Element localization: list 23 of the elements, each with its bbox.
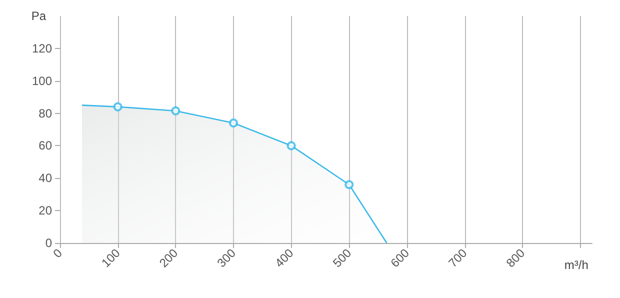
point [171,106,180,116]
x-tick-label: 800 [504,246,528,270]
y-axis-title: Pa [31,9,46,23]
y-tick-label: 120 [32,41,52,56]
x-tick-label: 300 [214,246,239,270]
x-tick-label: 700 [446,246,470,270]
y-tick-label: 100 [32,74,52,88]
point [286,141,296,150]
point [344,180,354,190]
y-tick-label: 40 [38,171,52,186]
x-tick-label: 200 [156,246,181,270]
point [228,118,238,128]
x-tick-label: 500 [330,246,354,270]
y-tick-label: 0 [45,236,52,250]
y-tick-label: 80 [38,106,52,120]
x-tick-label: 100 [98,246,124,270]
x-axis-title: m³/h [564,258,588,272]
y-tick-label: 20 [38,204,52,218]
y-tick-label: 60 [38,138,52,153]
x-tick-label: 600 [388,246,412,270]
x-tick-label: 400 [272,246,296,270]
x-tick-label: 0 [50,246,66,261]
point [113,102,122,112]
